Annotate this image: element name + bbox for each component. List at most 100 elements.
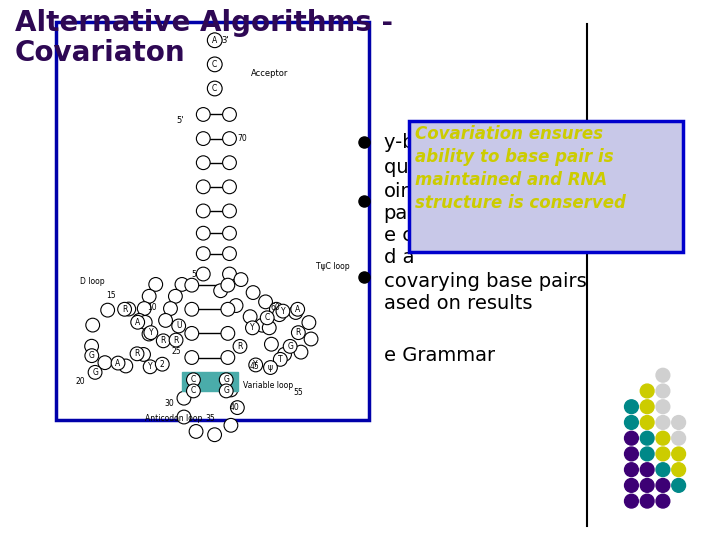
- Circle shape: [186, 384, 200, 398]
- Circle shape: [197, 247, 210, 260]
- Circle shape: [278, 347, 292, 361]
- Text: ased on results: ased on results: [384, 294, 532, 313]
- Circle shape: [149, 278, 163, 291]
- Circle shape: [234, 273, 248, 287]
- Circle shape: [640, 400, 654, 414]
- Circle shape: [101, 303, 114, 317]
- Text: 70: 70: [238, 134, 248, 143]
- Circle shape: [624, 431, 639, 445]
- FancyBboxPatch shape: [409, 122, 683, 252]
- Circle shape: [276, 304, 290, 318]
- Circle shape: [222, 204, 236, 218]
- Circle shape: [197, 156, 210, 170]
- Circle shape: [640, 416, 654, 429]
- Circle shape: [197, 132, 210, 145]
- Circle shape: [672, 416, 685, 429]
- Circle shape: [197, 180, 210, 194]
- Circle shape: [220, 373, 233, 387]
- Circle shape: [656, 368, 670, 382]
- Circle shape: [177, 392, 191, 405]
- Text: 20: 20: [76, 377, 85, 386]
- Circle shape: [208, 33, 222, 47]
- Text: Acceptor: Acceptor: [251, 69, 288, 78]
- Circle shape: [624, 447, 639, 461]
- Text: 2: 2: [160, 360, 165, 369]
- Text: A: A: [295, 305, 300, 314]
- Text: 35: 35: [205, 414, 215, 423]
- Circle shape: [656, 494, 670, 508]
- Circle shape: [246, 321, 259, 335]
- Circle shape: [233, 340, 247, 353]
- Text: ψ: ψ: [268, 363, 273, 372]
- Text: Covariaton: Covariaton: [14, 39, 185, 67]
- Circle shape: [85, 339, 99, 353]
- Text: C: C: [191, 387, 196, 395]
- Circle shape: [221, 302, 235, 316]
- Text: 5: 5: [191, 269, 196, 279]
- Circle shape: [624, 463, 639, 476]
- Circle shape: [186, 373, 200, 387]
- Circle shape: [130, 347, 144, 361]
- Circle shape: [258, 295, 272, 309]
- Circle shape: [122, 302, 135, 316]
- Circle shape: [640, 447, 654, 461]
- Text: TψC loop: TψC loop: [316, 262, 350, 271]
- Circle shape: [143, 289, 156, 303]
- Circle shape: [197, 204, 210, 218]
- Text: e co: e co: [384, 226, 425, 245]
- Text: Variable loop: Variable loop: [243, 381, 293, 390]
- Text: 15: 15: [107, 291, 117, 300]
- Circle shape: [185, 374, 199, 388]
- Circle shape: [197, 267, 210, 281]
- Circle shape: [221, 278, 235, 292]
- Text: R: R: [161, 336, 166, 345]
- Text: Y: Y: [250, 323, 255, 332]
- Text: 5': 5': [176, 116, 184, 125]
- Circle shape: [138, 315, 152, 329]
- Circle shape: [624, 478, 639, 492]
- Circle shape: [264, 338, 279, 351]
- Circle shape: [169, 333, 183, 347]
- Circle shape: [132, 314, 146, 327]
- Circle shape: [185, 350, 199, 365]
- Text: R: R: [135, 349, 140, 359]
- Circle shape: [163, 302, 177, 315]
- Text: covarying base pairs: covarying base pairs: [384, 272, 586, 291]
- Circle shape: [672, 478, 685, 492]
- Circle shape: [261, 311, 274, 325]
- Circle shape: [88, 366, 102, 379]
- Circle shape: [624, 494, 639, 508]
- Circle shape: [274, 353, 287, 366]
- Text: A: A: [212, 36, 217, 45]
- Circle shape: [222, 226, 236, 240]
- Text: 3': 3': [221, 36, 229, 45]
- Circle shape: [283, 340, 297, 353]
- Circle shape: [672, 463, 685, 476]
- Circle shape: [224, 418, 238, 432]
- Circle shape: [289, 306, 302, 319]
- Circle shape: [197, 226, 210, 240]
- Text: 60: 60: [271, 303, 280, 312]
- Circle shape: [214, 284, 228, 298]
- Circle shape: [229, 299, 243, 313]
- FancyBboxPatch shape: [181, 372, 238, 391]
- Circle shape: [624, 400, 639, 414]
- Text: R: R: [296, 328, 301, 337]
- Text: Alternative Algorithms -: Alternative Algorithms -: [14, 9, 392, 37]
- Circle shape: [224, 383, 238, 397]
- Circle shape: [119, 359, 132, 373]
- Circle shape: [220, 384, 233, 398]
- Text: G: G: [287, 342, 293, 351]
- Text: 30: 30: [164, 400, 174, 408]
- Circle shape: [291, 302, 305, 316]
- Text: R: R: [238, 342, 243, 351]
- Text: C: C: [191, 375, 196, 384]
- Circle shape: [243, 310, 257, 323]
- Circle shape: [185, 327, 199, 340]
- Text: C: C: [264, 313, 270, 322]
- Text: Y: Y: [253, 360, 258, 369]
- Circle shape: [168, 289, 182, 303]
- Text: Y: Y: [148, 328, 153, 337]
- Circle shape: [222, 180, 236, 194]
- Circle shape: [221, 327, 235, 340]
